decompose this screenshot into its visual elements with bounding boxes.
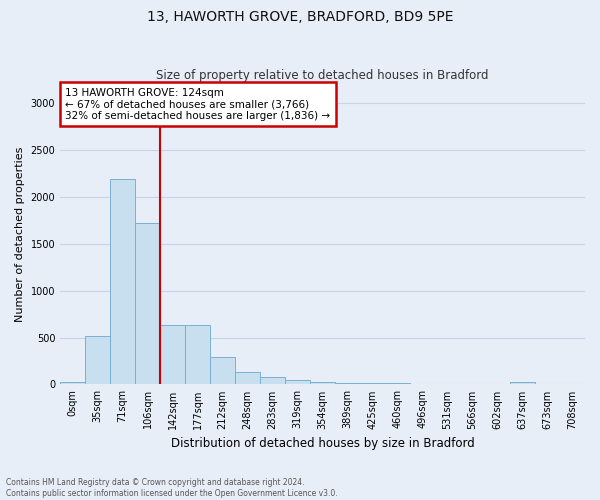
Bar — [310, 382, 335, 384]
Bar — [335, 382, 360, 384]
Bar — [185, 326, 210, 384]
Bar — [160, 326, 185, 384]
Text: 13 HAWORTH GROVE: 124sqm
← 67% of detached houses are smaller (3,766)
32% of sem: 13 HAWORTH GROVE: 124sqm ← 67% of detach… — [65, 88, 331, 121]
Text: 13, HAWORTH GROVE, BRADFORD, BD9 5PE: 13, HAWORTH GROVE, BRADFORD, BD9 5PE — [147, 10, 453, 24]
Bar — [360, 383, 385, 384]
Bar — [510, 382, 535, 384]
Bar — [60, 382, 85, 384]
Bar — [285, 380, 310, 384]
Bar — [85, 336, 110, 384]
Bar — [235, 372, 260, 384]
Bar — [260, 378, 285, 384]
Title: Size of property relative to detached houses in Bradford: Size of property relative to detached ho… — [157, 69, 489, 82]
Bar — [110, 179, 135, 384]
Y-axis label: Number of detached properties: Number of detached properties — [15, 147, 25, 322]
Bar — [210, 358, 235, 384]
Text: Contains HM Land Registry data © Crown copyright and database right 2024.
Contai: Contains HM Land Registry data © Crown c… — [6, 478, 338, 498]
Bar — [135, 223, 160, 384]
X-axis label: Distribution of detached houses by size in Bradford: Distribution of detached houses by size … — [171, 437, 475, 450]
